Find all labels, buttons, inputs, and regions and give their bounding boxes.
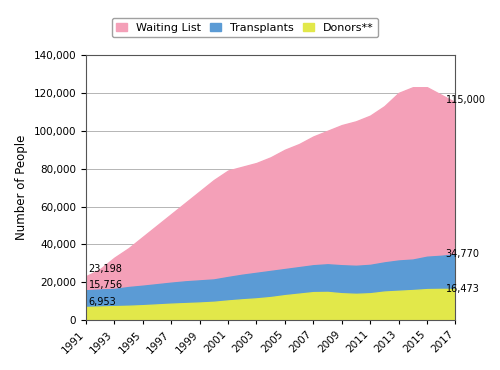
Text: 34,770: 34,770 [446,249,480,259]
Text: 16,473: 16,473 [446,284,480,294]
Y-axis label: Number of People: Number of People [15,135,28,240]
Text: 15,756: 15,756 [88,280,123,290]
Text: 6,953: 6,953 [88,297,117,307]
Text: 115,000: 115,000 [446,95,486,105]
Text: 23,198: 23,198 [88,264,122,274]
Legend: Waiting List, Transplants, Donors**: Waiting List, Transplants, Donors** [112,18,378,37]
